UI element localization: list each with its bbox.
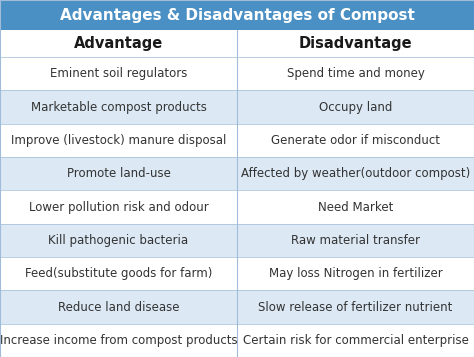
Text: Advantages & Disadvantages of Compost: Advantages & Disadvantages of Compost [60, 7, 414, 23]
FancyBboxPatch shape [0, 157, 474, 190]
Text: Promote land-use: Promote land-use [66, 167, 171, 180]
Text: Raw material transfer: Raw material transfer [291, 234, 420, 247]
Text: Eminent soil regulators: Eminent soil regulators [50, 67, 187, 80]
Text: Affected by weather(outdoor compost): Affected by weather(outdoor compost) [241, 167, 470, 180]
Text: Marketable compost products: Marketable compost products [30, 101, 207, 114]
Text: Advantage: Advantage [74, 36, 163, 51]
FancyBboxPatch shape [0, 124, 474, 157]
Text: Spend time and money: Spend time and money [287, 67, 424, 80]
Text: Slow release of fertilizer nutrient: Slow release of fertilizer nutrient [258, 301, 453, 313]
Text: Occupy land: Occupy land [319, 101, 392, 114]
FancyBboxPatch shape [0, 90, 474, 124]
Text: Need Market: Need Market [318, 201, 393, 213]
Text: Lower pollution risk and odour: Lower pollution risk and odour [28, 201, 209, 213]
FancyBboxPatch shape [0, 324, 474, 357]
FancyBboxPatch shape [0, 57, 474, 90]
FancyBboxPatch shape [0, 30, 474, 57]
Text: Generate odor if misconduct: Generate odor if misconduct [271, 134, 440, 147]
Text: Increase income from compost products: Increase income from compost products [0, 334, 237, 347]
Text: Improve (livestock) manure disposal: Improve (livestock) manure disposal [11, 134, 226, 147]
Text: May loss Nitrogen in fertilizer: May loss Nitrogen in fertilizer [269, 267, 442, 280]
Text: Disadvantage: Disadvantage [299, 36, 412, 51]
FancyBboxPatch shape [0, 290, 474, 324]
Text: Reduce land disease: Reduce land disease [58, 301, 179, 313]
Text: Kill pathogenic bacteria: Kill pathogenic bacteria [48, 234, 189, 247]
FancyBboxPatch shape [0, 0, 474, 30]
FancyBboxPatch shape [0, 257, 474, 290]
FancyBboxPatch shape [0, 190, 474, 224]
FancyBboxPatch shape [0, 224, 474, 257]
Text: Feed(substitute goods for farm): Feed(substitute goods for farm) [25, 267, 212, 280]
Text: Certain risk for commercial enterprise: Certain risk for commercial enterprise [243, 334, 468, 347]
